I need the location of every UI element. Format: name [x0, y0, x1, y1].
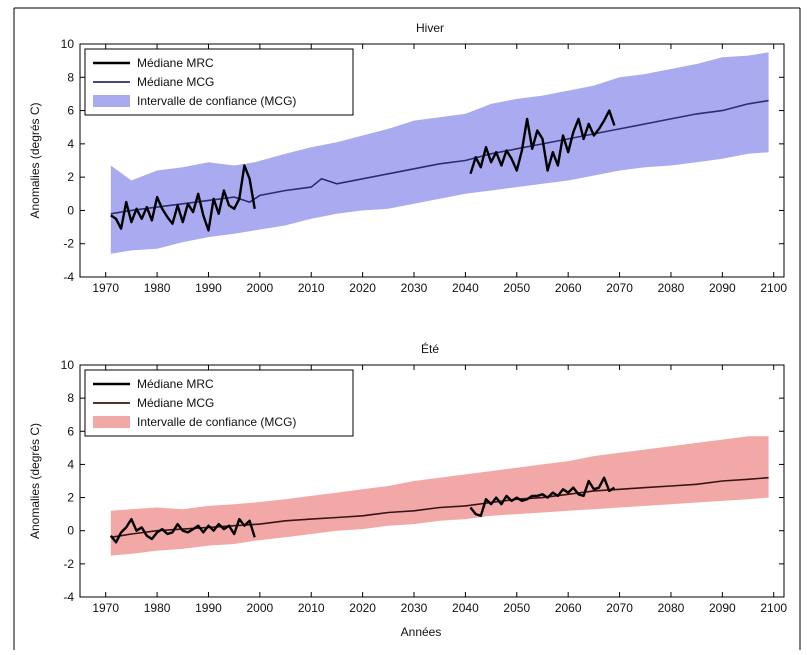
- confidence-band: [110, 52, 769, 254]
- y-tick-label: 10: [61, 358, 75, 372]
- x-tick-label: 2020: [349, 281, 376, 295]
- x-tick-label: 2090: [709, 281, 736, 295]
- mrc-median-line-1: [110, 164, 256, 232]
- x-tick-label: 2040: [452, 601, 479, 615]
- y-tick-label: 6: [67, 104, 74, 118]
- mrc-median-line-1: [109, 517, 256, 544]
- y-tick-label: 4: [67, 137, 74, 151]
- legend-entry: Intervalle de confiance (MCG): [137, 415, 296, 429]
- x-tick-label: 2010: [298, 601, 325, 615]
- y-tick-label: 8: [67, 70, 74, 84]
- winter-chart: 1970 1980 1990 2000 2010 2020 2030 2040 2050 2060…: [28, 21, 787, 295]
- chart-title: Hiver: [416, 21, 444, 35]
- plot-area-frame: [79, 43, 785, 278]
- y-tick-label: 2: [67, 491, 74, 505]
- x-tick-label: 1980: [144, 601, 171, 615]
- y-tick-label: 0: [67, 524, 74, 538]
- x-tick-label: 1970: [92, 601, 119, 615]
- legend-entry: Médiane MRC: [137, 377, 214, 391]
- x-tick-label: 2080: [658, 281, 685, 295]
- y-tick-label: -2: [63, 557, 74, 571]
- y-tick-label: -4: [63, 270, 74, 284]
- x-tick-label: 2020: [349, 601, 376, 615]
- x-tick-label: 2000: [247, 601, 274, 615]
- y-tick-label: 6: [67, 424, 74, 438]
- x-tick-label: 2030: [401, 601, 428, 615]
- y-tick-label: 10: [61, 37, 75, 51]
- x-tick-label: 1980: [144, 281, 171, 295]
- x-tick-label: 2070: [606, 601, 633, 615]
- legend-entry: Intervalle de confiance (MCG): [137, 94, 296, 108]
- summer-chart: 1970 1980 1990 2000 2010 2020 2030 2040 2050 2060…: [28, 341, 787, 615]
- y-tick-label: -2: [63, 237, 74, 251]
- x-tick-label: 2040: [452, 281, 479, 295]
- x-tick-label: 2060: [555, 601, 582, 615]
- confidence-band: [110, 436, 769, 556]
- y-tick-label: 0: [67, 203, 74, 217]
- y-axis-label: Anomalies (degrés C): [28, 423, 42, 539]
- x-tick-label: 2090: [709, 601, 736, 615]
- y-tick-label: 4: [67, 457, 74, 471]
- y-tick-label: 2: [67, 170, 74, 184]
- x-tick-label: 2070: [606, 281, 633, 295]
- x-tick-label: 2000: [247, 281, 274, 295]
- mrc-median-line-2: [469, 476, 616, 517]
- legend-entry: Médiane MCG: [137, 75, 214, 89]
- x-tick-label: 1990: [195, 281, 222, 295]
- y-axis-label: Anomalies (degrés C): [28, 102, 42, 218]
- mrc-median-line-2: [469, 109, 616, 175]
- x-tick-label: 2080: [658, 601, 685, 615]
- legend-swatch-band: [93, 95, 130, 107]
- legend-swatch-band: [93, 416, 130, 428]
- x-tick-label: 2050: [503, 281, 530, 295]
- y-tick-label: 8: [67, 391, 74, 405]
- x-tick-label: 2010: [298, 281, 325, 295]
- chart-title: Été: [421, 341, 439, 356]
- x-axis-label: Années: [401, 625, 442, 639]
- x-tick-label: 2030: [401, 281, 428, 295]
- x-tick-label: 2100: [760, 601, 787, 615]
- x-tick-label: 1970: [92, 281, 119, 295]
- x-tick-label: 1990: [195, 601, 222, 615]
- legend-entry: Médiane MCG: [137, 396, 214, 410]
- x-tick-label: 2050: [503, 601, 530, 615]
- legend-entry: Médiane MRC: [137, 56, 214, 70]
- x-tick-label: 2060: [555, 281, 582, 295]
- x-tick-label: 2100: [760, 281, 787, 295]
- plot-area-frame: [79, 364, 785, 598]
- y-tick-label: -4: [63, 590, 74, 604]
